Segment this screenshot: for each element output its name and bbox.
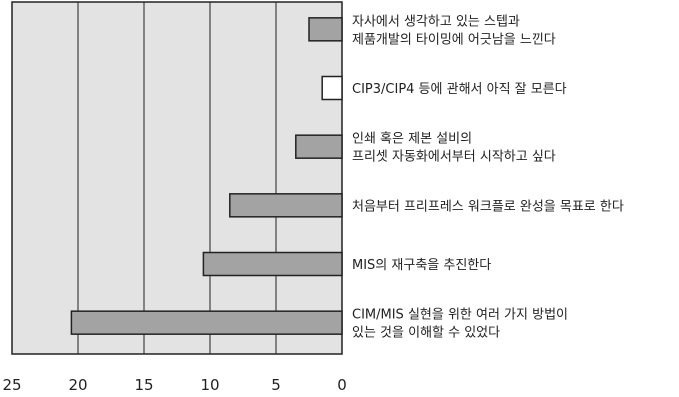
bar [321,75,343,101]
x-tick-label: 0 [337,376,347,394]
x-tick-label: 10 [200,376,219,394]
x-tick-label: 20 [68,376,87,394]
bar [229,193,343,218]
bar [202,251,343,277]
category-label: 프리셋 자동화에서부터 시작하고 싶다 [352,150,556,165]
category-label: MIS의 재구축을 추진한다 [352,258,491,273]
category-label: 있는 것을 이해할 수 있었다 [352,326,500,341]
category-label: 처음부터 프리프레스 워크플로 완성을 목표로 한다 [352,199,624,214]
category-label: CIM/MIS 실현을 위한 여러 가지 방법이 [352,308,568,323]
category-label: 자사에서 생각하고 있는 스텝과 [352,14,520,29]
bar [308,17,343,42]
x-tick-labels: 25 20 15 10 5 0 [2,376,346,394]
x-tick-label: 15 [134,376,153,394]
category-label: 제품개발의 타이밍에 어긋남을 느낀다 [352,32,556,47]
gridlines [77,2,277,354]
x-tick-label: 5 [271,376,281,394]
bars [70,17,343,335]
category-label: CIP3/CIP4 등에 관해서 아직 잘 모른다 [352,82,567,97]
bar [70,310,343,335]
plot-background [11,1,343,355]
category-label: 인쇄 혹은 제본 설비의 [352,132,472,147]
bar [295,134,343,159]
x-tick-label: 25 [2,376,21,394]
